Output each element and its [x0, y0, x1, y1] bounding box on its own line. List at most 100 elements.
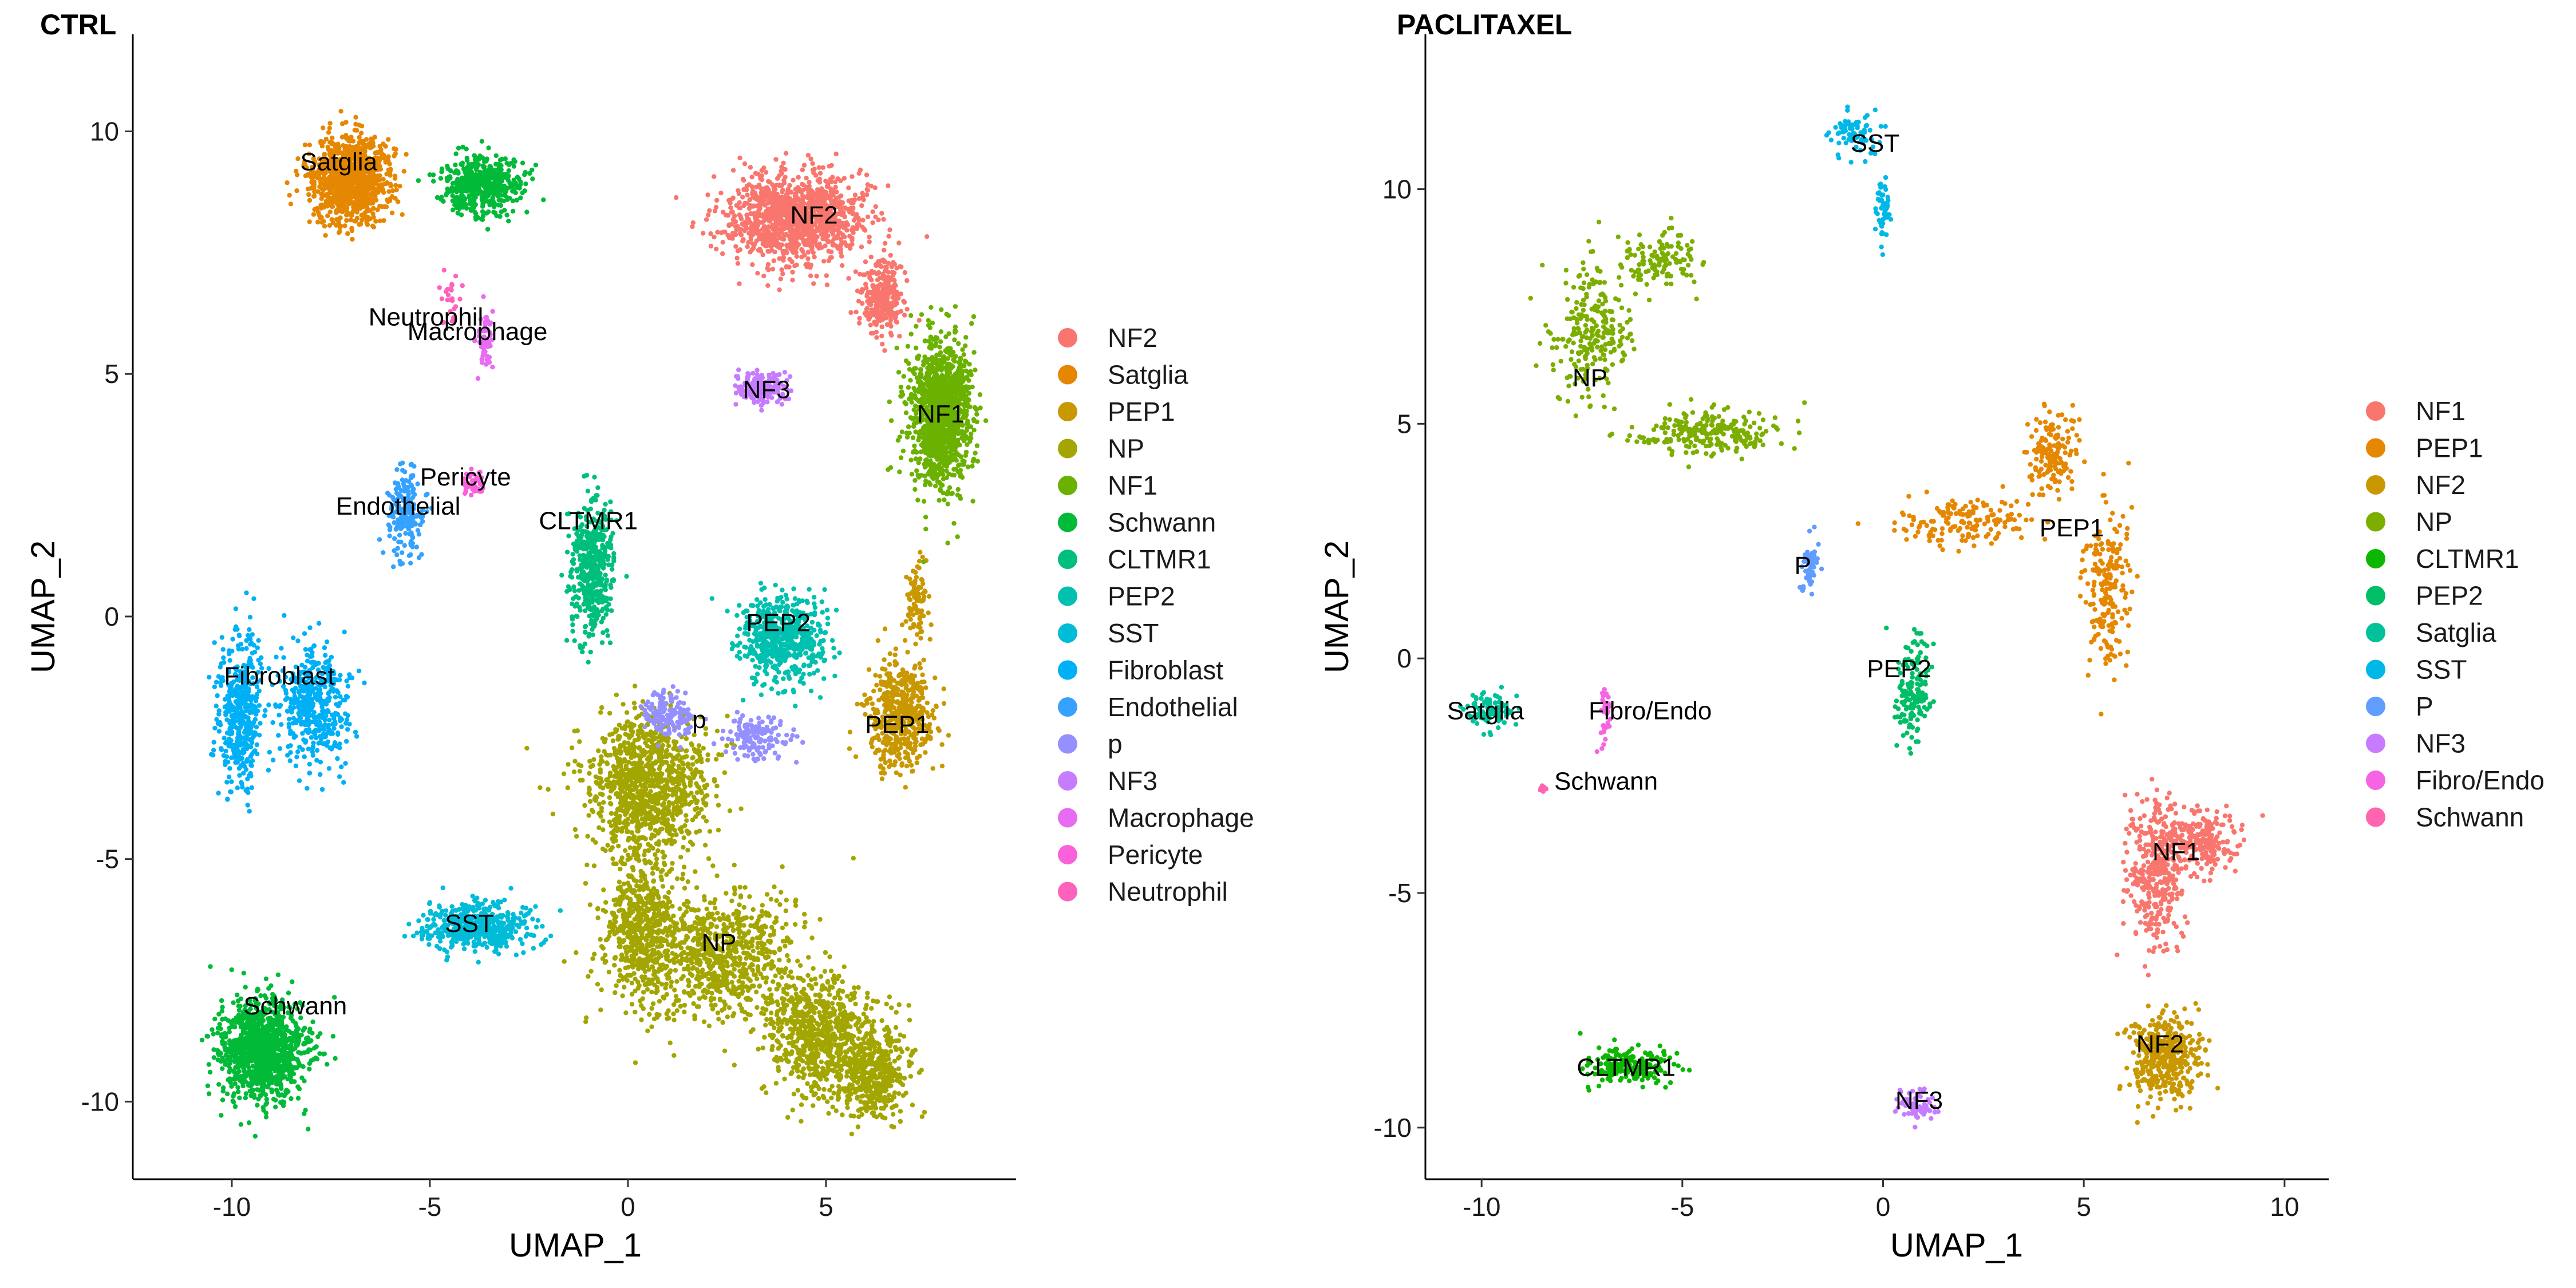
ctrl-legend-item-neutrophil: Neutrophil	[1058, 877, 1228, 907]
ctrl-label-nf1: NF1	[917, 400, 965, 428]
paclitaxel-legend-item-nf1: NF1	[2366, 396, 2466, 426]
ctrl-legend-label: CLTMR1	[1108, 544, 1211, 574]
ctrl-legend-label: NP	[1108, 434, 1144, 464]
paclitaxel-legend-label: NF1	[2416, 396, 2466, 426]
paclitaxel-y-tick-label: 0	[1397, 643, 1412, 673]
ctrl-legend-key	[1058, 845, 1077, 864]
ctrl-legend-key	[1058, 808, 1077, 828]
paclitaxel-legend-label: CLTMR1	[2416, 544, 2519, 574]
ctrl-legend-label: PEP2	[1108, 582, 1175, 611]
ctrl-label-sst: SST	[445, 910, 494, 938]
paclitaxel-label-satglia: Satglia	[1447, 697, 1524, 725]
ctrl-label-fibroblast: Fibroblast	[224, 662, 334, 690]
ctrl-legend-item-pep1: PEP1	[1058, 397, 1175, 426]
paclitaxel-legend-item-nf2: NF2	[2366, 470, 2466, 500]
paclitaxel-label-fibro-endo: Fibro/Endo	[1589, 697, 1712, 725]
paclitaxel-cluster-pep2	[1884, 625, 1936, 756]
paclitaxel-x-axis-title: UMAP_1	[1890, 1227, 2023, 1264]
paclitaxel-cluster-nf2	[2115, 1001, 2221, 1125]
paclitaxel-legend-label: P	[2416, 692, 2433, 721]
ctrl-legend-item-nf2: NF2	[1058, 323, 1157, 353]
ctrl-legend-item-pericyte: Pericyte	[1058, 840, 1203, 870]
paclitaxel-y-tick-label: 5	[1397, 409, 1412, 438]
ctrl-legend-label: Macrophage	[1108, 803, 1254, 833]
paclitaxel-legend-key	[2366, 659, 2385, 679]
paclitaxel-x-tick-label: 5	[2076, 1192, 2091, 1222]
ctrl-cluster-sst	[402, 885, 563, 965]
ctrl-legend-label: Schwann	[1108, 508, 1216, 538]
ctrl-legend-label: SST	[1108, 618, 1159, 648]
paclitaxel-legend-key	[2366, 512, 2385, 532]
ctrl-cluster-labels: NF2 Satglia PEP1 NP NF1 Schwann CLTMR1 PEP2 SST F…	[224, 148, 965, 1020]
ctrl-label-pep2: PEP2	[746, 609, 811, 637]
paclitaxel-x-tick-label: 0	[1876, 1192, 1891, 1222]
paclitaxel-label-nf3: NF3	[1895, 1086, 1943, 1115]
ctrl-panel: CTRL -10 -5 0 5 -10 -5 0 5 10 UMAP_1 UMAP_2 NF2 S…	[25, 9, 1254, 1264]
paclitaxel-legend-key	[2366, 475, 2385, 495]
ctrl-label-satglia: Satglia	[301, 148, 378, 176]
ctrl-label-neutrophil: Neutrophil	[369, 303, 484, 331]
paclitaxel-legend-item-satglia: Satglia	[2366, 618, 2496, 647]
paclitaxel-legend-key	[2366, 697, 2385, 716]
paclitaxel-legend-label: NF3	[2416, 729, 2466, 758]
ctrl-x-axis-title: UMAP_1	[509, 1227, 642, 1264]
ctrl-cluster-np	[524, 683, 927, 1137]
paclitaxel-label-cltmr1: CLTMR1	[1577, 1054, 1676, 1082]
ctrl-legend: NF2 Satglia PEP1 NP NF1 Schwann CLTMR1 PEP2 SST F…	[1058, 323, 1254, 907]
paclitaxel-legend-key	[2366, 549, 2385, 568]
ctrl-legend-item-pep2: PEP2	[1058, 582, 1175, 611]
paclitaxel-label-np: NP	[1573, 364, 1607, 392]
ctrl-legend-key	[1058, 734, 1077, 754]
ctrl-cluster-p	[638, 684, 805, 765]
paclitaxel-legend-item-nf3: NF3	[2366, 729, 2466, 758]
ctrl-legend-item-p: p	[1058, 729, 1123, 759]
paclitaxel-panel-title: PACLITAXEL	[1397, 9, 1572, 41]
paclitaxel-label-pep2: PEP2	[1867, 655, 1931, 683]
ctrl-legend-key	[1058, 365, 1077, 385]
ctrl-label-cltmr1: CLTMR1	[539, 507, 638, 535]
paclitaxel-cluster-pep1	[1855, 401, 2140, 717]
ctrl-legend-key	[1058, 512, 1077, 532]
ctrl-legend-item-np: NP	[1058, 434, 1144, 464]
paclitaxel-y-tick-label: 10	[1382, 174, 1412, 204]
ctrl-label-macrophage: Macrophage	[408, 318, 548, 346]
paclitaxel-legend-key	[2366, 586, 2385, 606]
paclitaxel-cluster-p	[1797, 524, 1824, 597]
paclitaxel-axes: -10 -5 0 5 10 -10 -5 0 5 10	[1374, 34, 2329, 1222]
ctrl-axes: -10 -5 0 5 -10 -5 0 5 10	[81, 34, 1016, 1222]
paclitaxel-label-pep1: PEP1	[2040, 514, 2104, 542]
paclitaxel-legend-key	[2366, 733, 2385, 753]
ctrl-legend-label: NF3	[1108, 766, 1157, 796]
ctrl-y-axis-title: UMAP_2	[25, 540, 62, 673]
ctrl-y-tick-label: -5	[96, 844, 119, 874]
ctrl-legend-label: Neutrophil	[1108, 877, 1228, 907]
ctrl-legend-item-endothelial: Endothelial	[1058, 692, 1238, 722]
ctrl-cluster-fibroblast	[207, 590, 367, 814]
ctrl-legend-label: NF2	[1108, 323, 1157, 353]
paclitaxel-points	[1458, 104, 2265, 1130]
paclitaxel-x-tick-label: -10	[1463, 1192, 1500, 1222]
paclitaxel-legend-label: Schwann	[2416, 803, 2524, 832]
ctrl-x-tick-label: 5	[819, 1192, 833, 1222]
ctrl-legend-item-fibroblast: Fibroblast	[1058, 655, 1223, 685]
ctrl-legend-key	[1058, 402, 1077, 421]
ctrl-label-p: p	[692, 706, 706, 734]
ctrl-legend-label: PEP1	[1108, 397, 1175, 426]
ctrl-label-pericyte: Pericyte	[420, 463, 511, 491]
ctrl-y-tick-label: 5	[104, 359, 119, 389]
ctrl-x-tick-label: 0	[621, 1192, 635, 1222]
paclitaxel-cluster-labels: NF1 PEP1 NF2 NP CLTMR1 PEP2 Satglia SST P NF3 Fibr…	[1447, 129, 2200, 1115]
ctrl-legend-label: NF1	[1108, 471, 1157, 500]
ctrl-y-tick-label: 0	[104, 602, 119, 631]
ctrl-label-pep1: PEP1	[865, 710, 930, 738]
paclitaxel-legend-item-cltmr1: CLTMR1	[2366, 544, 2519, 574]
paclitaxel-legend-label: Satglia	[2416, 618, 2496, 647]
paclitaxel-legend-label: SST	[2416, 655, 2467, 685]
paclitaxel-legend-item-pep1: PEP1	[2366, 433, 2483, 463]
paclitaxel-x-tick-label: 10	[2270, 1192, 2299, 1222]
paclitaxel-legend-item-pep2: PEP2	[2366, 581, 2483, 611]
paclitaxel-label-nf2: NF2	[2136, 1030, 2184, 1058]
paclitaxel-legend-item-np: NP	[2366, 507, 2452, 537]
ctrl-cluster-satglia	[285, 109, 409, 242]
paclitaxel-legend-item-sst: SST	[2366, 655, 2467, 685]
